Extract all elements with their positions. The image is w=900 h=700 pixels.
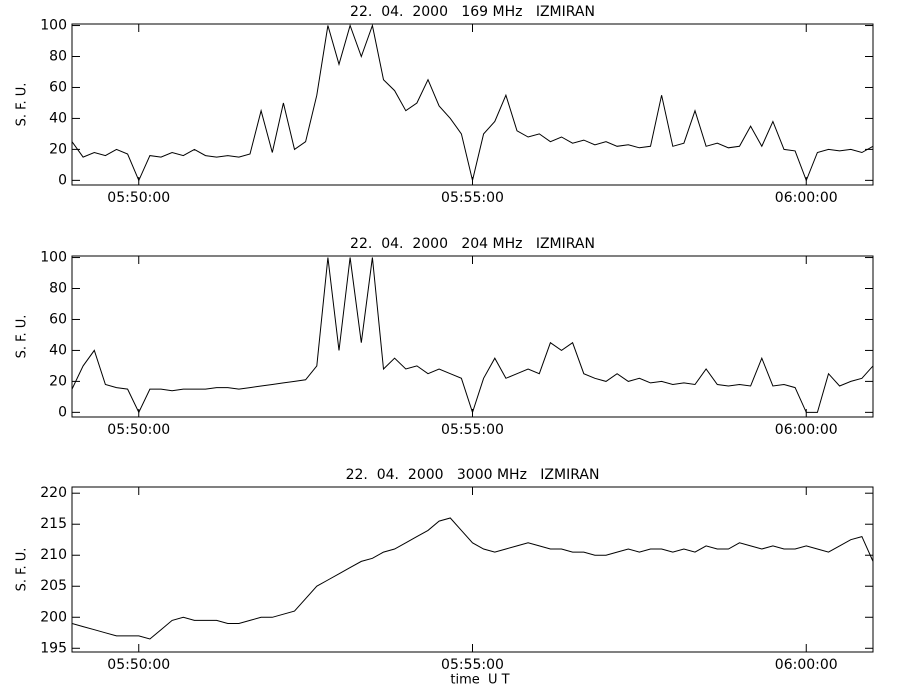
y-tick-label: 210	[40, 547, 67, 563]
x-tick-label: 05:50:00	[107, 422, 170, 438]
y-tick-label: 80	[49, 281, 67, 297]
y-tick-label: 205	[40, 578, 67, 594]
y-tick-label: 200	[40, 609, 67, 625]
x-tick-label: 05:50:00	[107, 657, 170, 673]
x-tick-label: 06:00:00	[775, 657, 838, 673]
y-tick-label: 20	[49, 141, 67, 157]
plot-frame	[71, 23, 874, 186]
y-tick-label: 40	[49, 110, 67, 126]
chart-title: 22. 04. 2000 204 MHz IZMIRAN	[350, 236, 595, 252]
plot-frame	[71, 486, 874, 653]
data-line	[72, 24, 873, 182]
y-tick-label: 195	[40, 640, 67, 656]
data-line	[72, 257, 873, 415]
y-axis-label: S. F. U.	[15, 315, 30, 359]
x-tick-label: 06:00:00	[775, 190, 838, 206]
y-tick-label: 60	[49, 311, 67, 327]
y-tick-label: 220	[40, 485, 67, 501]
y-tick-label: 215	[40, 516, 67, 532]
chart-title: 22. 04. 2000 169 MHz IZMIRAN	[350, 4, 595, 20]
chart-title: 22. 04. 2000 3000 MHz IZMIRAN	[346, 467, 600, 483]
x-axis-label: time U T	[450, 673, 509, 688]
y-tick-label: 0	[58, 172, 67, 188]
data-line	[72, 517, 873, 640]
y-tick-label: 40	[49, 342, 67, 358]
y-tick-label: 100	[40, 250, 67, 266]
x-tick-label: 06:00:00	[775, 422, 838, 438]
x-tick-label: 05:55:00	[441, 422, 504, 438]
y-tick-label: 20	[49, 373, 67, 389]
y-tick-label: 60	[49, 79, 67, 95]
y-tick-label: 100	[40, 18, 67, 34]
x-tick-label: 05:50:00	[107, 190, 170, 206]
x-tick-label: 05:55:00	[441, 657, 504, 673]
y-axis-label: S. F. U.	[15, 548, 30, 592]
y-tick-label: 0	[58, 404, 67, 420]
y-axis-label: S. F. U.	[15, 83, 30, 127]
y-tick-label: 80	[49, 49, 67, 65]
x-tick-label: 05:55:00	[441, 190, 504, 206]
plot-frame	[71, 255, 874, 418]
